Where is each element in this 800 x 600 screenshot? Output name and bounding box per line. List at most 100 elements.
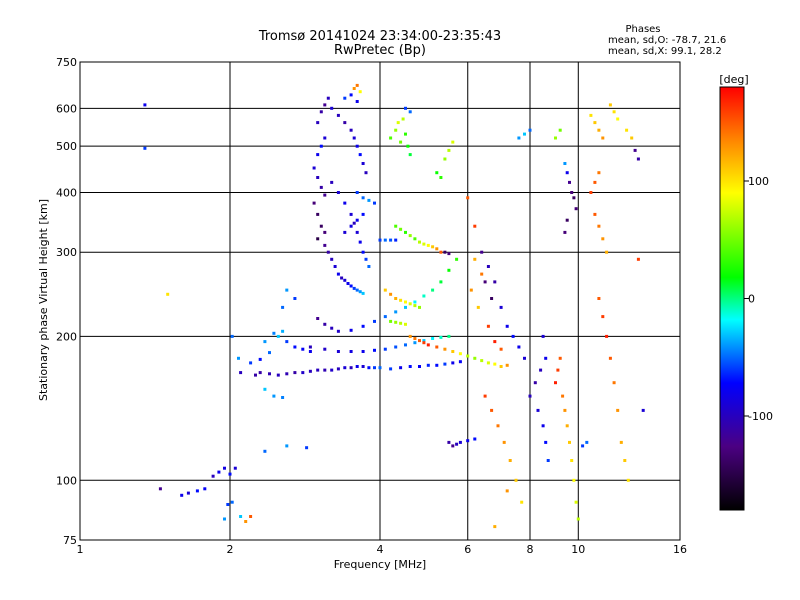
x-tick-label: 8 — [527, 543, 534, 556]
data-point — [285, 340, 289, 344]
data-point — [556, 368, 560, 372]
data-point — [458, 440, 462, 444]
data-point — [383, 288, 387, 292]
colorbar-tick-label: 0 — [748, 293, 755, 306]
y-tick-label: 500 — [56, 140, 77, 153]
data-point — [343, 230, 347, 234]
y-tick-label: 100 — [56, 474, 77, 487]
data-point — [435, 363, 439, 367]
data-point — [486, 324, 490, 328]
data-point — [343, 201, 347, 205]
data-point — [233, 466, 237, 470]
data-point — [505, 489, 509, 493]
data-point — [326, 250, 330, 254]
data-point — [544, 440, 548, 444]
x-tick-labels: 1 2 4 6 8 10 16 — [77, 543, 688, 556]
data-point — [355, 144, 359, 148]
colorbar-label: [deg] — [719, 73, 748, 86]
data-point — [308, 345, 312, 349]
data-point — [394, 320, 398, 324]
data-point — [343, 121, 347, 125]
data-point — [502, 440, 506, 444]
data-point — [466, 439, 470, 443]
data-point — [361, 196, 365, 200]
data-point — [404, 106, 407, 110]
data-point — [499, 365, 503, 368]
data-point — [383, 238, 387, 242]
data-point — [293, 345, 297, 349]
data-point — [316, 317, 320, 320]
data-point — [349, 284, 353, 288]
data-point — [499, 305, 503, 309]
data-point — [355, 288, 359, 292]
data-point — [517, 345, 521, 349]
data-point — [633, 148, 637, 152]
data-point — [418, 339, 421, 343]
data-point — [541, 334, 545, 338]
data-point — [349, 128, 353, 132]
data-point — [186, 491, 190, 495]
data-point — [572, 478, 576, 482]
data-point — [473, 437, 477, 441]
data-point — [568, 180, 571, 184]
data-point — [418, 240, 421, 244]
data-point — [352, 286, 356, 290]
data-point — [389, 292, 393, 296]
data-point — [636, 157, 640, 161]
data-point — [389, 136, 393, 140]
data-point — [319, 224, 323, 228]
chart-subtitle: RwPretec (Bp) — [334, 43, 426, 58]
data-point — [483, 394, 487, 398]
data-point — [469, 288, 473, 292]
data-point — [431, 245, 435, 249]
data-point — [413, 237, 417, 241]
data-point — [352, 87, 356, 90]
data-point — [285, 372, 289, 376]
data-point — [404, 300, 407, 304]
data-point — [533, 381, 537, 385]
data-point — [451, 361, 455, 365]
data-point — [355, 365, 359, 368]
data-point — [389, 367, 393, 371]
data-point — [439, 250, 443, 254]
data-point — [378, 238, 382, 242]
data-point — [312, 166, 316, 170]
data-point — [305, 446, 309, 450]
data-point — [312, 201, 316, 205]
data-point — [394, 224, 398, 228]
data-point — [565, 424, 569, 428]
data-point — [336, 272, 340, 276]
data-point — [276, 334, 280, 338]
data-point — [406, 144, 410, 148]
data-point — [383, 347, 387, 351]
data-point — [323, 193, 327, 197]
data-point — [378, 366, 382, 370]
data-point — [352, 221, 356, 225]
data-point — [361, 212, 365, 216]
data-point — [195, 489, 199, 493]
data-point — [541, 424, 545, 428]
data-point — [143, 146, 147, 150]
data-point — [281, 305, 285, 309]
data-point — [281, 329, 285, 333]
data-point — [230, 500, 234, 504]
data-point — [263, 387, 267, 391]
data-point — [589, 113, 593, 117]
data-point — [373, 319, 376, 323]
data-point — [563, 162, 567, 165]
data-point — [399, 140, 403, 144]
data-point — [254, 373, 257, 377]
data-point — [554, 381, 557, 385]
data-point — [466, 196, 470, 200]
data-point — [408, 334, 412, 338]
data-point — [413, 300, 417, 304]
data-point — [517, 136, 521, 140]
data-point — [396, 121, 400, 125]
data-point — [330, 106, 334, 110]
data-point — [373, 348, 376, 352]
data-point — [539, 368, 543, 372]
data-point — [505, 363, 509, 367]
data-point — [426, 343, 430, 347]
data-point — [608, 356, 612, 360]
data-point — [389, 238, 393, 242]
